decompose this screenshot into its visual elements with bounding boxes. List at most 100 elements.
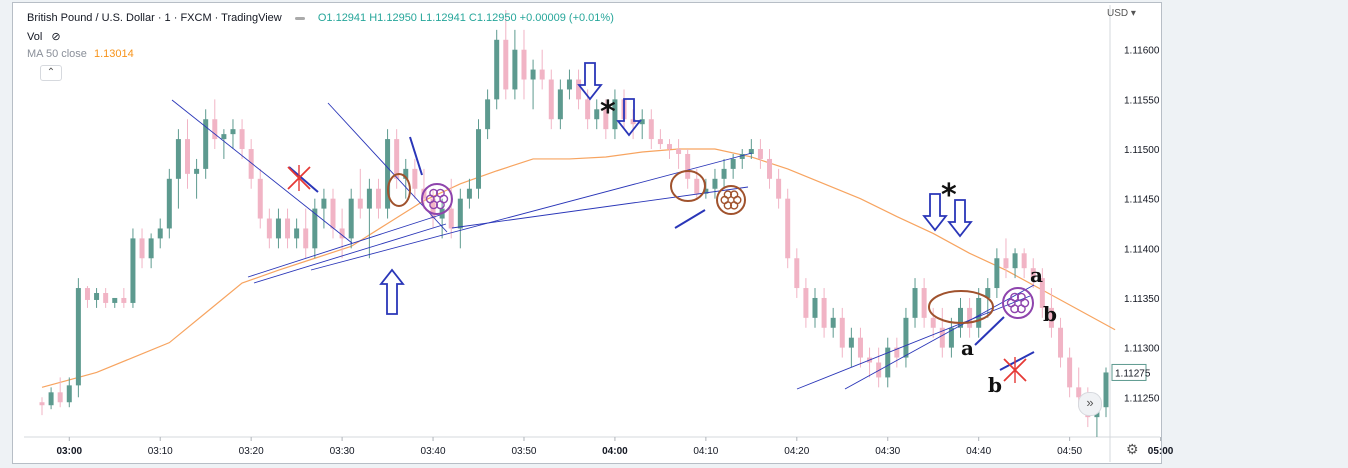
trend-line (247, 214, 441, 278)
candle-body (157, 228, 163, 239)
trend-line (171, 99, 353, 244)
candle-body (594, 109, 600, 120)
candle-body (803, 288, 809, 318)
last-price-tag-box (1111, 363, 1147, 381)
candle-body (1039, 278, 1045, 308)
candle-body (939, 327, 945, 348)
annotation-letter: a (1030, 263, 1043, 287)
candle-body (357, 198, 363, 209)
time-tick-label: 03:20 (239, 446, 264, 457)
candle-body (757, 149, 763, 159)
candle-body (994, 258, 1000, 289)
time-tick-label: 03:40 (421, 446, 446, 457)
candle-body (66, 385, 72, 403)
candle-body (466, 188, 472, 199)
candle-body (39, 402, 45, 406)
candle-body (521, 49, 527, 80)
candle-body (885, 347, 891, 378)
candle-body (948, 327, 954, 348)
collapse-legend-button[interactable]: ⌃ (40, 65, 62, 81)
currency-selector[interactable]: USD ▾ (1107, 8, 1136, 19)
brown-ellipse (928, 290, 994, 324)
flower-petal-icon (435, 200, 445, 210)
candle-body (1048, 307, 1054, 328)
candle-body (476, 129, 482, 189)
candle-body (576, 79, 582, 100)
flower-petal-icon (729, 190, 739, 199)
candle-body (794, 258, 800, 289)
candle-body (294, 228, 300, 239)
candle-body (185, 139, 191, 174)
eye-crossed-icon[interactable]: ⊘ (51, 31, 61, 43)
brown-ellipse (670, 170, 706, 202)
time-tick-label: 03:50 (511, 446, 536, 457)
marker-line (288, 166, 319, 193)
candle-body (512, 49, 518, 90)
candle-body (303, 228, 309, 249)
candle-body (1103, 372, 1109, 408)
candle-body (457, 198, 463, 229)
candle-body (212, 119, 218, 140)
candle-body (566, 79, 572, 90)
trend-line (253, 223, 447, 284)
candle-body (494, 39, 500, 100)
candle-body (976, 297, 982, 328)
flower-circle-icon (421, 183, 453, 215)
candle-body (739, 153, 745, 159)
time-tick-label: 04:30 (875, 446, 900, 457)
candle-body (912, 288, 918, 318)
candle-body (503, 39, 509, 90)
candle-body (639, 119, 645, 125)
candle-body (603, 109, 609, 130)
scroll-to-realtime-button[interactable]: » (1078, 392, 1102, 416)
candle-body (121, 297, 127, 303)
price-tick-label: 1.11600 (1124, 46, 1160, 57)
candle-body (366, 188, 372, 209)
candle-body (348, 198, 354, 239)
candle-body (94, 293, 100, 300)
price-tick-label: 1.11500 (1124, 145, 1160, 156)
candle-body (1030, 268, 1036, 279)
candle-body (339, 228, 345, 239)
candle-body (785, 198, 791, 259)
candle-body (112, 297, 118, 303)
chevron-up-icon: ⌃ (46, 67, 56, 78)
time-tick-label: 05:00 (1148, 446, 1174, 457)
price-tick-label: 1.11350 (1124, 294, 1160, 305)
time-tick-label: 04:40 (966, 446, 991, 457)
candle-body (703, 188, 709, 194)
legend-toggle-icon[interactable] (294, 16, 305, 20)
marker-line (999, 351, 1035, 371)
candle-body (75, 288, 81, 386)
flower-circle-icon (1002, 287, 1034, 319)
ohlc-values: O1.12941 H1.12950 L1.12941 C1.12950 +0.0… (317, 12, 614, 24)
candle-body (612, 99, 618, 130)
candle-body (48, 392, 54, 406)
candle-body (839, 317, 845, 348)
flower-petal-icon (1010, 292, 1020, 302)
time-tick-label: 03:30 (330, 446, 355, 457)
candle-body (57, 392, 63, 403)
candle-body (821, 297, 827, 328)
asterisk-mark-icon: * (941, 178, 957, 213)
candle-body (266, 218, 272, 239)
candle-body (730, 158, 736, 169)
settings-gear-icon[interactable]: ⚙ (1126, 441, 1139, 457)
candle-body (666, 144, 672, 150)
candle-body (230, 129, 236, 135)
candle-body (448, 208, 454, 229)
volume-legend: Vol ⊘ (27, 30, 61, 43)
flower-petal-icon (429, 188, 439, 198)
symbol-title: British Pound / U.S. Dollar · 1 · FXCM ·… (27, 12, 282, 24)
candle-body (848, 337, 854, 348)
flower-petal-icon (1016, 304, 1026, 314)
price-tick-label: 1.11400 (1124, 244, 1160, 255)
annotation-letter: a (961, 336, 974, 360)
chart-frame[interactable] (12, 2, 1162, 464)
price-tick-label: 1.11450 (1124, 195, 1160, 206)
price-tick-label: 1.11300 (1124, 344, 1160, 355)
candle-body (930, 317, 936, 328)
asterisk-mark-icon: * (600, 95, 616, 130)
up-arrow-icon (379, 268, 405, 315)
